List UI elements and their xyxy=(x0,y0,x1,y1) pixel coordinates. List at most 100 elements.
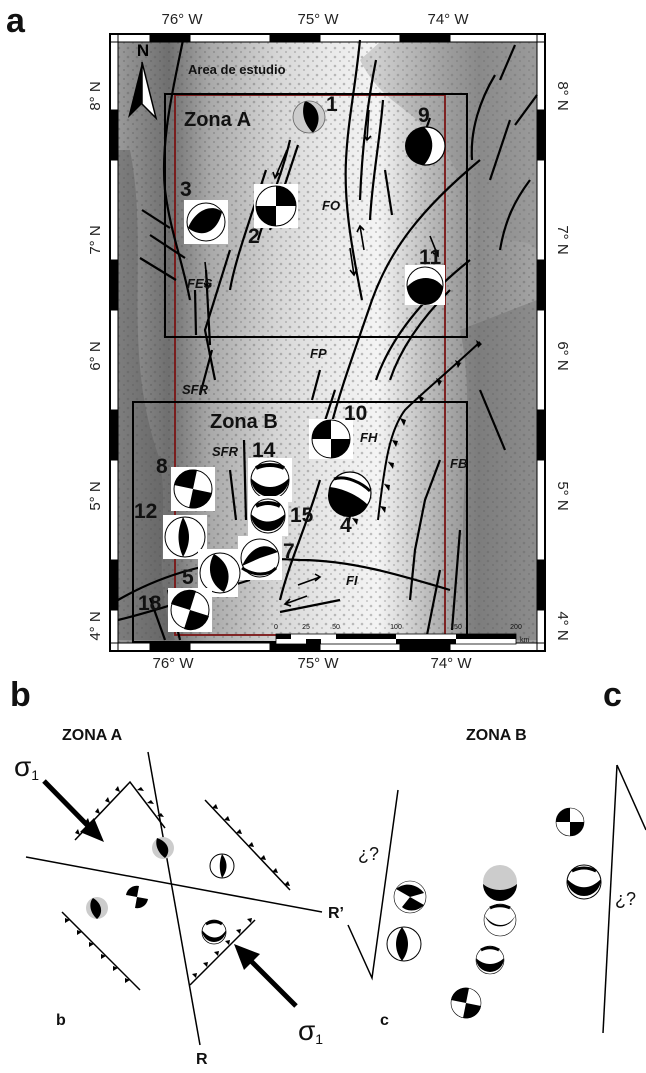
panel-label-a: a xyxy=(6,2,26,40)
right-tick-8n: 8° N xyxy=(554,81,571,110)
event-number-4: 4 xyxy=(340,514,352,537)
event-number-14: 14 xyxy=(252,439,276,462)
scale-tick-100: 100 xyxy=(390,624,402,631)
panel-b-title: ZONA A xyxy=(62,727,123,744)
left-tick-5n: 5° N xyxy=(87,481,104,510)
event-number-7: 7 xyxy=(283,540,295,563)
beachball-7 xyxy=(238,536,282,580)
event-number-12: 12 xyxy=(134,500,157,523)
north-arrow-icon: N xyxy=(128,41,158,121)
fault-left xyxy=(347,789,399,981)
panel-b-diagram: R R’ σ1 σ1 xyxy=(14,751,344,1068)
fault-r-prime xyxy=(25,856,323,913)
event-number-5: 5 xyxy=(182,566,194,589)
bottom-tick-74w: 74° W xyxy=(430,655,472,672)
zona-a-label: Zona A xyxy=(184,109,251,131)
label-r-prime: R’ xyxy=(328,905,344,922)
sigma1-arrow-top xyxy=(42,779,104,842)
fault-label-sfr-north: SFR xyxy=(182,382,209,397)
focal-mechanisms xyxy=(163,100,446,632)
panel-c-title: ZONA B xyxy=(466,727,527,744)
top-tick-75w: 75° W xyxy=(297,11,339,28)
area-label: Area de estudio xyxy=(188,62,286,77)
beachball-14 xyxy=(248,458,292,502)
scale-tick-200: 200 xyxy=(510,624,522,631)
fault-right-tip xyxy=(616,764,646,831)
right-tick-7n: 7° N xyxy=(554,225,571,254)
beachball-4 xyxy=(327,471,372,518)
scale-tick-0: 0 xyxy=(274,624,278,631)
top-tick-76w: 76° W xyxy=(161,11,203,28)
fault-label-fp: FP xyxy=(310,346,327,361)
sigma1-label-top: σ1 xyxy=(14,751,39,783)
left-tick-6n: 6° N xyxy=(87,341,104,370)
left-tick-8n: 8° N xyxy=(87,81,104,110)
zona-a-box xyxy=(164,93,468,338)
question-right: ¿? xyxy=(615,889,636,909)
right-tick-5n: 5° N xyxy=(554,481,571,510)
event-number-11: 11 xyxy=(419,246,442,269)
beachball-5 xyxy=(198,549,241,597)
panel-b-corner-label: b xyxy=(56,1012,66,1029)
event-number-10: 10 xyxy=(344,402,367,425)
event-number-18: 18 xyxy=(138,592,162,615)
fault-label-fh: FH xyxy=(360,430,378,445)
sigma1-label-bottom: σ1 xyxy=(298,1015,323,1047)
question-left: ¿? xyxy=(358,844,379,864)
beachball-9 xyxy=(405,126,446,166)
thrust-teeth xyxy=(65,786,290,983)
fault-label-fo: FO xyxy=(322,198,340,213)
panel-c-diagram: ¿? ¿? c xyxy=(347,764,646,1034)
beachball-1 xyxy=(292,100,326,134)
event-number-2: 2 xyxy=(248,225,260,248)
panel-b-mechanisms xyxy=(86,837,235,945)
label-r: R xyxy=(196,1051,208,1068)
beachball-10 xyxy=(309,419,353,459)
left-tick-7n: 7° N xyxy=(87,225,104,254)
sigma1-arrow-bottom xyxy=(234,944,298,1008)
event-number-3: 3 xyxy=(180,178,192,201)
right-tick-6n: 6° N xyxy=(554,341,571,370)
right-tick-4n: 4° N xyxy=(554,611,571,640)
beachball-3 xyxy=(184,200,228,244)
scale-tick-50: 50 xyxy=(332,624,340,631)
fault-right xyxy=(602,764,618,1034)
thrust-lines xyxy=(61,780,291,991)
panel-label-c: c xyxy=(603,676,622,714)
fault-lines xyxy=(117,39,538,641)
fault-label-fb: FB xyxy=(450,456,467,471)
event-number-8: 8 xyxy=(156,455,168,478)
zona-b-label: Zona B xyxy=(210,411,278,433)
top-tick-74w: 74° W xyxy=(427,11,469,28)
scale-unit: km xyxy=(520,637,530,644)
scale-tick-150: 150 xyxy=(450,624,462,631)
beachball-2 xyxy=(254,184,298,228)
panel-c-mechanisms xyxy=(386,807,602,1019)
event-number-9: 9 xyxy=(418,104,430,127)
beachball-11 xyxy=(405,265,445,305)
bottom-tick-75w: 75° W xyxy=(297,655,339,672)
beachball-15 xyxy=(248,496,288,536)
event-number-1: 1 xyxy=(326,93,338,116)
panel-label-b: b xyxy=(10,676,31,714)
right-ticks: 8° N 7° N 6° N 5° N 4° N xyxy=(554,81,571,640)
fault-r xyxy=(147,751,201,1046)
bottom-tick-76w: 76° W xyxy=(152,655,194,672)
left-tick-4n: 4° N xyxy=(87,611,104,640)
fault-label-fi: FI xyxy=(346,573,358,588)
eastern-cordillera xyxy=(460,300,537,640)
fault-label-sfr-south: SFR xyxy=(212,444,239,459)
beachball-8 xyxy=(171,467,215,511)
beachball-12 xyxy=(163,515,207,559)
beachball-18 xyxy=(168,588,212,632)
panel-c-corner-label: c xyxy=(380,1012,389,1029)
scale-bar: 0 25 50 100 150 200 km xyxy=(274,624,530,645)
map-panel: 76° W 75° W 74° W 76° W 75° W 74° W 8° N… xyxy=(87,11,571,672)
frame-ticks xyxy=(109,33,546,652)
shear-arrows xyxy=(203,109,439,607)
north-label: N xyxy=(137,41,149,60)
scale-tick-25: 25 xyxy=(302,624,310,631)
left-ticks: 8° N 7° N 6° N 5° N 4° N xyxy=(87,81,104,640)
event-number-15: 15 xyxy=(290,504,314,527)
